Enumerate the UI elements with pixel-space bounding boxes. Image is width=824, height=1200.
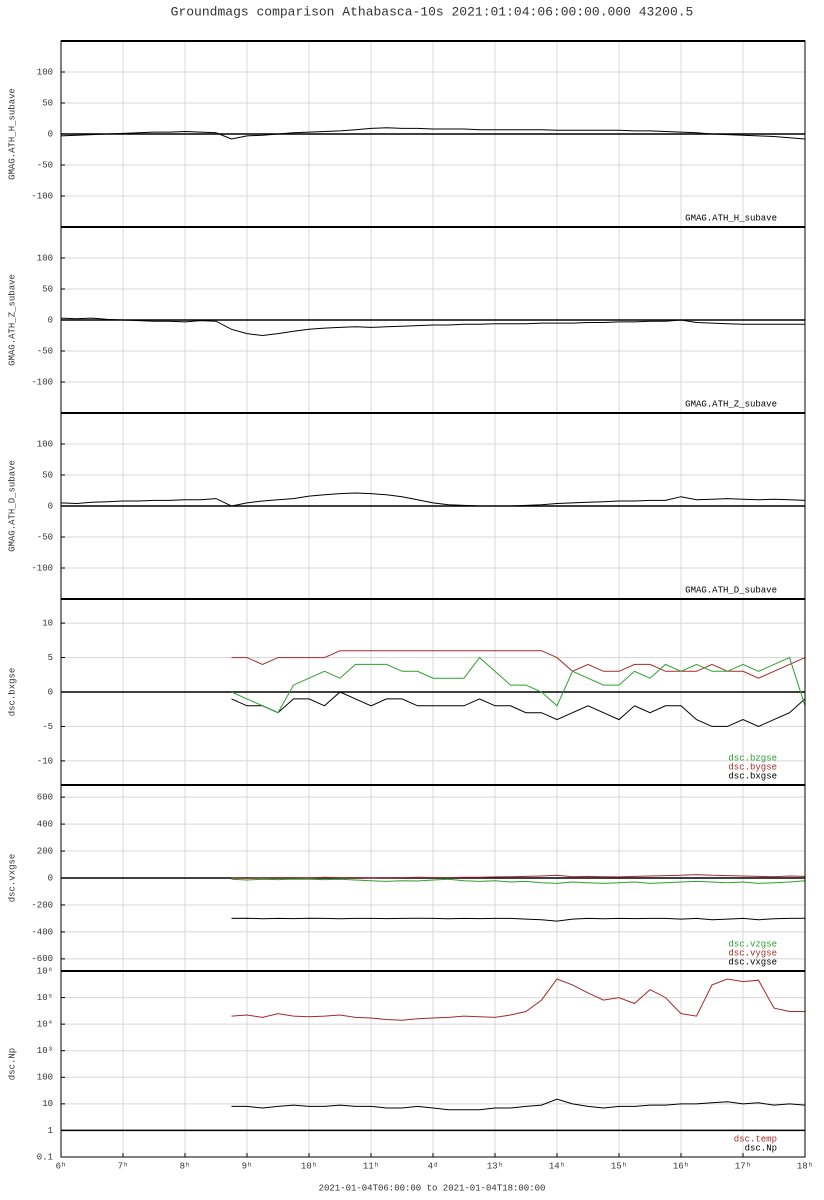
- y-tick-label: 10³: [37, 1046, 53, 1056]
- legend-label: dsc.bygse: [728, 762, 777, 772]
- y-tick-label: 50: [42, 98, 53, 108]
- y-tick-label: 0: [48, 501, 53, 511]
- y-tick-label: 600: [37, 793, 53, 803]
- y-tick-label: 10⁶: [37, 966, 53, 976]
- y-tick-label: -50: [37, 346, 53, 356]
- y-tick-label: -200: [31, 900, 53, 910]
- data-line: [60, 317, 805, 337]
- y-tick-label: 0.1: [37, 1152, 53, 1162]
- y-tick-label: 50: [42, 470, 53, 480]
- y-tick-label: 10: [42, 618, 53, 628]
- y-axis-label: GMAG.ATH_Z_subave: [7, 274, 17, 366]
- data-line: [231, 691, 806, 727]
- legend-label: dsc.vxgse: [728, 957, 777, 967]
- x-axis-label: 2021-01-04T06:00:00 to 2021-01-04T18:00:…: [319, 1183, 546, 1193]
- y-tick-label: 10⁵: [37, 993, 53, 1003]
- data-line: [231, 650, 806, 679]
- x-tick-label: 13ʰ: [487, 1161, 503, 1171]
- legend-label: GMAG.ATH_D_subave: [685, 585, 777, 595]
- data-line: [231, 874, 806, 879]
- legend-label: dsc.bzgse: [728, 753, 777, 763]
- x-tick-label: 10ʰ: [301, 1161, 317, 1171]
- legend-label: GMAG.ATH_Z_subave: [685, 399, 777, 409]
- y-tick-label: 10: [42, 1099, 53, 1109]
- x-tick-label: 18ʰ: [797, 1161, 813, 1171]
- y-tick-label: 0: [48, 129, 53, 139]
- y-tick-label: 400: [37, 819, 53, 829]
- data-line: [231, 878, 806, 884]
- y-tick-label: -100: [31, 191, 53, 201]
- x-tick-label: 15ʰ: [611, 1161, 627, 1171]
- y-tick-label: -50: [37, 532, 53, 542]
- y-tick-label: 0: [48, 873, 53, 883]
- x-tick-label: 6ʰ: [56, 1161, 67, 1171]
- x-tick-label: 9ʰ: [242, 1161, 253, 1171]
- x-tick-label: 8ʰ: [180, 1161, 191, 1171]
- y-tick-label: -5: [42, 722, 53, 732]
- y-tick-label: -600: [31, 954, 53, 964]
- y-tick-label: -50: [37, 160, 53, 170]
- data-line: [231, 917, 806, 922]
- data-line: [231, 978, 805, 1021]
- legend-label: dsc.bxgse: [728, 771, 777, 781]
- y-tick-label: -400: [31, 927, 53, 937]
- y-axis-label: dsc.bxgse: [7, 668, 17, 717]
- y-tick-label: -100: [31, 377, 53, 387]
- x-tick-label: 14ʰ: [549, 1161, 565, 1171]
- x-tick-label: 17ʰ: [735, 1161, 751, 1171]
- y-tick-label: 5: [48, 653, 53, 663]
- y-tick-label: 0: [48, 315, 53, 325]
- y-tick-label: 200: [37, 846, 53, 856]
- x-tick-label: 11ʰ: [363, 1161, 379, 1171]
- chart-title: Groundmags comparison Athabasca-10s 2021…: [171, 4, 694, 19]
- legend-label: dsc.temp: [734, 1134, 777, 1144]
- data-line: [60, 492, 806, 507]
- data-line: [231, 1098, 806, 1111]
- y-axis-label: dsc.Np: [7, 1048, 17, 1080]
- y-tick-label: 100: [37, 439, 53, 449]
- y-tick-label: 100: [37, 1073, 53, 1083]
- y-tick-label: 1: [48, 1126, 53, 1136]
- data-line: [60, 127, 806, 140]
- legend-label: dsc.vygse: [728, 948, 777, 958]
- legend-label: GMAG.ATH_H_subave: [685, 213, 777, 223]
- x-tick-label: 4ᵈ: [428, 1161, 439, 1171]
- y-tick-label: 0: [48, 687, 53, 697]
- y-tick-label: 10⁴: [37, 1019, 53, 1030]
- y-axis-label: GMAG.ATH_D_subave: [7, 460, 17, 552]
- y-tick-label: 100: [37, 67, 53, 77]
- y-tick-label: 100: [37, 253, 53, 263]
- legend-label: dsc.vzgse: [728, 939, 777, 949]
- x-tick-label: 7ʰ: [118, 1161, 129, 1171]
- y-axis-label: dsc.vxgse: [7, 854, 17, 903]
- x-tick-label: 16ʰ: [673, 1161, 689, 1171]
- y-tick-label: -10: [37, 756, 53, 766]
- y-axis-label: GMAG.ATH_H_subave: [7, 88, 17, 180]
- y-tick-label: -100: [31, 563, 53, 573]
- data-line: [231, 656, 806, 714]
- legend-label: dsc.Np: [745, 1143, 777, 1153]
- y-tick-label: 50: [42, 284, 53, 294]
